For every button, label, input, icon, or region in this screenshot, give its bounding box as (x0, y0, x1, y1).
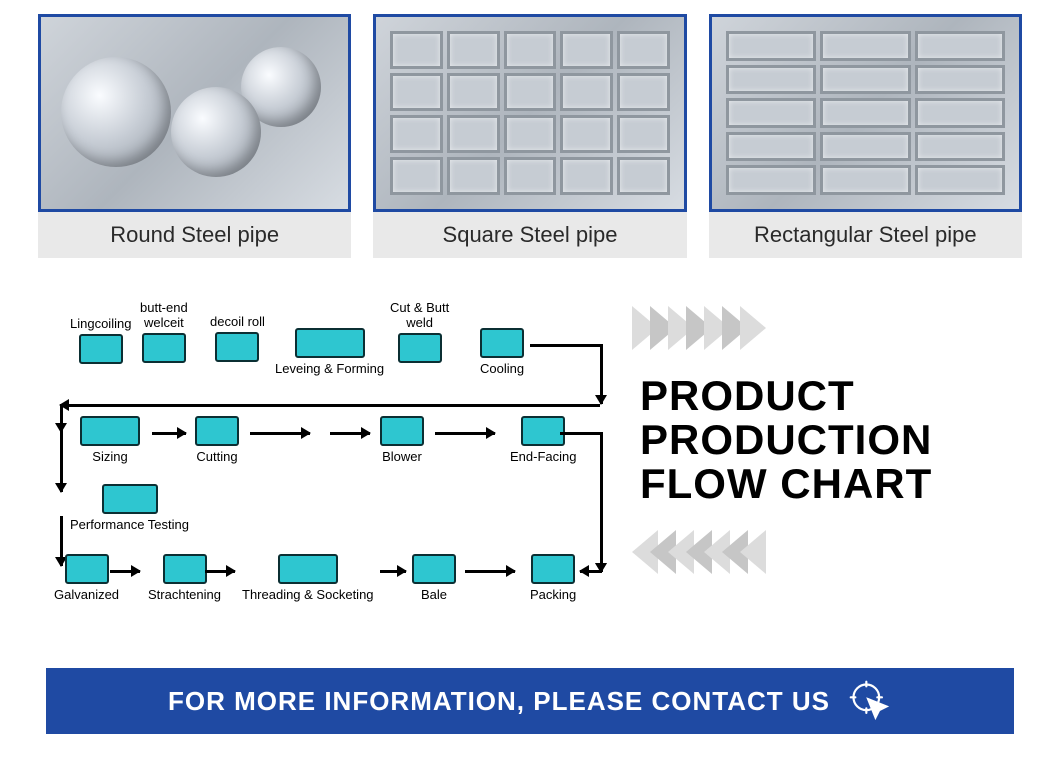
cursor-click-icon (848, 679, 892, 723)
product-cards-row: Round Steel pipe Square Steel pipe Recta… (0, 0, 1060, 258)
flow-step-stracht: Strachtening (148, 554, 221, 602)
product-image-round (38, 14, 351, 212)
flow-chart: Lingcoiling butt-end welceit decoil roll… (60, 286, 620, 616)
product-caption-square: Square Steel pipe (373, 212, 686, 258)
product-caption-round: Round Steel pipe (38, 212, 351, 258)
flow-step-blower: Blower (380, 416, 424, 464)
flow-step-cooling: Cooling (480, 328, 524, 376)
section-title: PRODUCT PRODUCTION FLOW CHART (640, 374, 1034, 506)
title-panel: PRODUCT PRODUCTION FLOW CHART (630, 286, 1034, 598)
chevrons-top (640, 306, 1034, 350)
flow-step-performance: Performance Testing (70, 484, 189, 532)
flow-step-packing: Packing (530, 554, 576, 602)
product-image-square (373, 14, 686, 212)
flow-step-sizing: Sizing (80, 416, 140, 464)
product-caption-rect: Rectangular Steel pipe (709, 212, 1022, 258)
flow-step-galvanized: Galvanized (54, 554, 119, 602)
product-card-square: Square Steel pipe (373, 14, 686, 258)
flow-step-cutting: Cutting (195, 416, 239, 464)
flow-step-butt-end: butt-end welceit (140, 300, 188, 363)
flow-step-threading: Threading & Socketing (242, 554, 374, 602)
flow-step-cut-butt: Cut & Butt weld (390, 300, 449, 363)
flow-step-lingcoiling: Lingcoiling (70, 316, 131, 364)
middle-section: Lingcoiling butt-end welceit decoil roll… (0, 258, 1060, 616)
product-card-rect: Rectangular Steel pipe (709, 14, 1022, 258)
flow-step-decoil: decoil roll (210, 314, 265, 362)
contact-cta-banner[interactable]: FOR MORE INFORMATION, PLEASE CONTACT US (46, 668, 1014, 734)
product-card-round: Round Steel pipe (38, 14, 351, 258)
cta-text: FOR MORE INFORMATION, PLEASE CONTACT US (168, 686, 830, 717)
product-image-rect (709, 14, 1022, 212)
flow-step-leveling: Leveing & Forming (275, 328, 384, 376)
flow-step-bale: Bale (412, 554, 456, 602)
chevrons-bottom (640, 530, 1034, 574)
flow-step-endfacing: End-Facing (510, 416, 576, 464)
